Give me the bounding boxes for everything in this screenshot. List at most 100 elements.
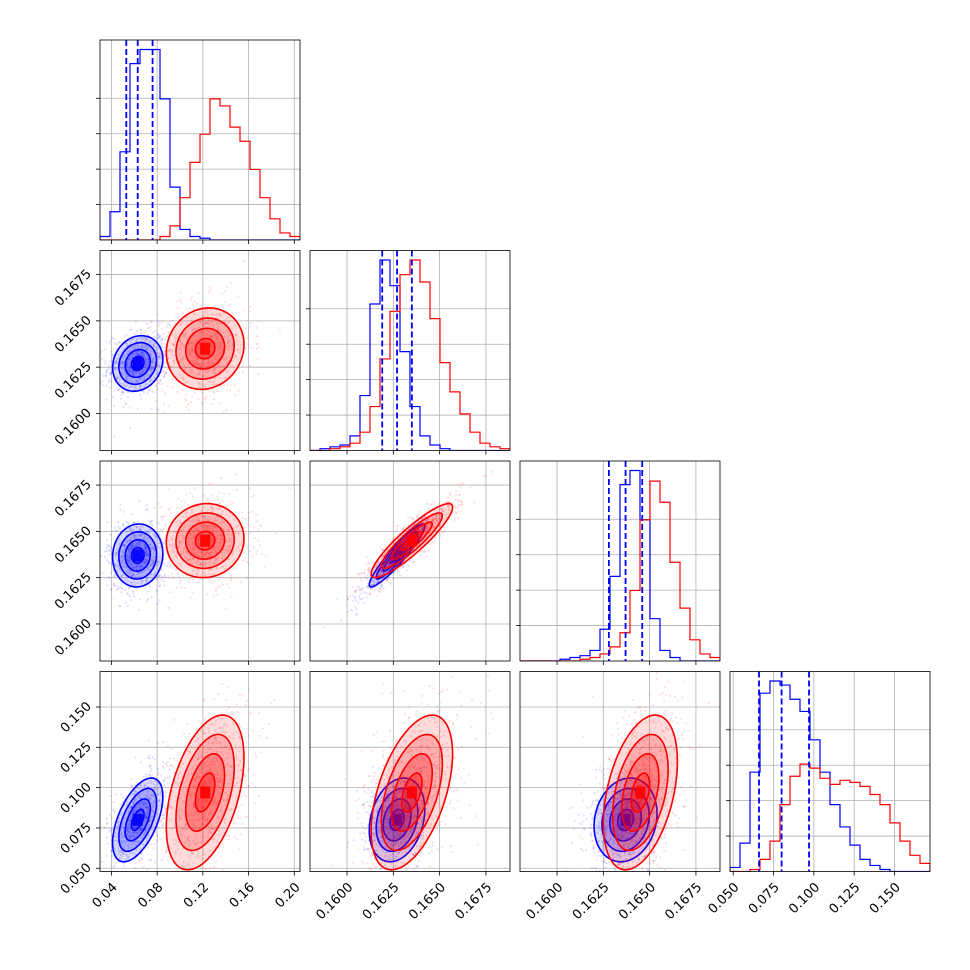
scatter-point — [390, 562, 394, 565]
scatter-point — [188, 307, 191, 310]
scatter-point — [121, 565, 124, 568]
scatter-point — [126, 391, 129, 394]
scatter-point — [164, 795, 167, 798]
scatter-point — [426, 502, 429, 505]
scatter-point — [155, 590, 158, 593]
scatter-point — [168, 768, 172, 771]
scatter-point — [187, 537, 190, 540]
scatter-point — [215, 507, 218, 510]
scatter-point — [146, 362, 149, 366]
scatter-point — [216, 323, 219, 326]
scatter-point — [130, 575, 133, 578]
scatter-point — [214, 552, 218, 555]
scatter-point — [184, 331, 187, 334]
scatter-point — [446, 512, 449, 515]
scatter-point — [105, 371, 108, 374]
scatter-point — [206, 525, 209, 528]
scatter-point — [229, 540, 232, 544]
scatter-point — [144, 339, 147, 342]
scatter-point — [127, 571, 130, 575]
scatter-point — [258, 544, 261, 547]
scatter-point — [384, 560, 388, 563]
scatter-point — [136, 534, 139, 537]
scatter-point — [191, 370, 194, 373]
scatter-point — [138, 349, 141, 353]
scatter-point — [214, 333, 217, 337]
scatter-point — [177, 315, 180, 319]
scatter-point — [202, 546, 205, 549]
scatter-point — [191, 563, 194, 566]
scatter-point — [171, 550, 174, 553]
scatter-point — [185, 381, 188, 384]
scatter-point — [105, 374, 108, 377]
scatter-point — [129, 377, 132, 380]
scatter-point — [213, 518, 216, 521]
scatter-point — [139, 337, 142, 340]
scatter-point — [155, 399, 158, 402]
scatter-point — [156, 742, 160, 745]
scatter-point — [188, 543, 191, 546]
scatter-point — [214, 590, 217, 593]
scatter-point — [196, 357, 199, 360]
scatter-point — [214, 367, 217, 370]
scatter-point — [195, 527, 199, 530]
scatter-point — [380, 568, 383, 572]
scatter-point — [143, 558, 146, 561]
scatter-point — [207, 524, 210, 527]
scatter-point — [167, 331, 170, 334]
scatter-point — [361, 571, 364, 575]
scatter-point — [143, 346, 146, 349]
scatter-point — [219, 502, 222, 505]
scatter-point — [179, 370, 182, 373]
scatter-point — [127, 588, 130, 591]
scatter-point — [135, 525, 138, 528]
scatter-point — [175, 506, 179, 509]
scatter-point — [141, 337, 144, 341]
scatter-point — [133, 521, 136, 524]
scatter-point — [133, 386, 136, 389]
scatter-point — [130, 355, 133, 358]
scatter-point — [211, 573, 214, 577]
scatter-point — [226, 357, 229, 360]
scatter-point — [226, 558, 230, 561]
scatter-point — [143, 535, 146, 538]
scatter-point — [403, 527, 407, 530]
scatter-point — [228, 344, 232, 348]
scatter-point — [196, 581, 199, 585]
density-peak-series-1 — [200, 534, 211, 547]
scatter-point — [243, 332, 246, 335]
scatter-point — [411, 557, 414, 561]
scatter-point — [382, 571, 385, 575]
scatter-point — [152, 338, 155, 341]
scatter-point — [233, 393, 237, 396]
scatter-point — [125, 342, 128, 346]
scatter-point — [188, 352, 191, 356]
scatter-point — [116, 548, 119, 551]
scatter-point — [128, 556, 132, 559]
scatter-point — [191, 362, 194, 365]
scatter-point — [372, 571, 375, 574]
scatter-point — [144, 369, 147, 372]
scatter-point — [162, 580, 166, 583]
scatter-point — [154, 363, 157, 366]
scatter-point — [155, 372, 158, 376]
scatter-point — [162, 332, 165, 335]
scatter-point — [134, 347, 137, 350]
scatter-point — [241, 364, 245, 367]
scatter-point — [220, 385, 223, 388]
scatter-point — [116, 552, 119, 555]
scatter-point — [382, 547, 385, 550]
scatter-point — [231, 312, 234, 315]
scatter-point — [158, 334, 161, 337]
scatter-point — [234, 524, 237, 527]
scatter-point — [220, 565, 223, 568]
scatter-point — [440, 508, 443, 511]
scatter-point — [120, 575, 124, 578]
scatter-point — [425, 519, 428, 522]
scatter-point — [198, 529, 201, 532]
scatter-point — [182, 334, 185, 337]
scatter-point — [211, 334, 214, 337]
scatter-point — [179, 298, 182, 301]
scatter-point — [425, 529, 428, 533]
scatter-point — [211, 370, 214, 373]
